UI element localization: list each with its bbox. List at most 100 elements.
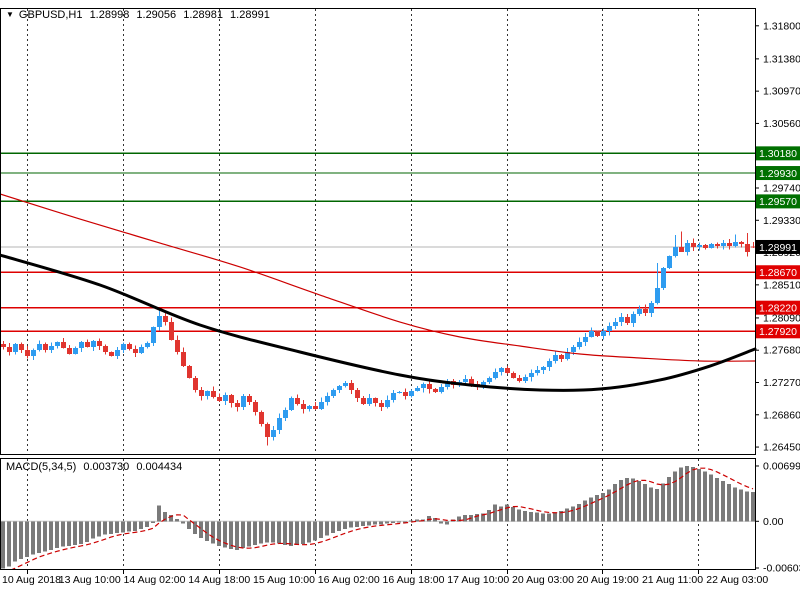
ohlc-open: 1.28998: [89, 9, 130, 21]
main-panel-frame: [0, 8, 756, 455]
candle-body: [133, 348, 138, 353]
macd-histogram-bar: [361, 521, 365, 527]
support-price-badge-bg: [756, 300, 800, 315]
time-tick-label: 10 Aug 2018: [2, 574, 61, 586]
candle-body: [145, 342, 150, 347]
candle-body: [211, 390, 216, 397]
price-levels: [0, 152, 755, 332]
macd-histogram-bar: [331, 521, 335, 534]
time-tick-label: 20 Aug 03:00: [512, 574, 574, 586]
macd-histogram-bar: [529, 511, 533, 522]
candle-body: [439, 386, 444, 393]
candle-body: [265, 423, 270, 437]
candle-body: [643, 309, 648, 314]
candle-body: [697, 244, 702, 247]
panel-frames: [0, 8, 756, 570]
macd-histogram-bar: [343, 521, 347, 530]
candle-body: [553, 355, 558, 361]
candle-body: [331, 389, 336, 397]
price-tick-label: 1.29740: [763, 183, 800, 195]
candle-body: [397, 392, 402, 394]
time-tick-label: 16 Aug 02:00: [318, 574, 380, 586]
candle-body: [1, 343, 6, 347]
symbol-dropdown-icon[interactable]: ▼: [6, 10, 14, 19]
macd-histogram-bar: [409, 520, 413, 522]
candle-body: [301, 403, 306, 410]
macd-histogram-bar: [211, 521, 215, 544]
bid-price-badge-bg: [756, 239, 800, 254]
candle-body: [97, 340, 102, 347]
macd-histogram-bar: [157, 505, 161, 522]
candle-body: [565, 352, 570, 360]
macd-histogram-bar: [565, 508, 569, 522]
candle-body: [235, 402, 240, 407]
candle-body: [589, 330, 594, 337]
ma-slow-black-line: [0, 253, 757, 392]
price-tick-label: 1.27680: [763, 345, 800, 357]
candle-body: [487, 378, 492, 383]
macd-histogram-bar: [595, 495, 599, 522]
macd-histogram-bar: [73, 521, 77, 546]
candle-body: [673, 246, 678, 257]
candle-body: [469, 379, 474, 384]
macd-histogram-bar: [391, 521, 395, 523]
candle-body: [283, 409, 288, 418]
macd-histogram-bar: [625, 477, 629, 522]
macd-histogram-bar: [193, 521, 197, 534]
candle-body: [271, 429, 276, 437]
macd-histogram-bar: [463, 514, 467, 522]
macd-histogram-bar: [181, 521, 185, 524]
candle-body: [619, 316, 624, 323]
macd-histogram-bar: [115, 521, 119, 534]
price-tick-label: 1.28510: [763, 279, 800, 291]
macd-panel-frame: [0, 458, 756, 570]
candle-body: [295, 398, 300, 404]
macd-histogram-bar: [49, 521, 53, 550]
candle-body: [577, 342, 582, 347]
candle-body: [139, 346, 144, 353]
candle-body: [523, 376, 528, 381]
macd-indicator-label: MACD(5,34,5): [6, 461, 77, 473]
symbol-label: GBPUSD,H1: [18, 9, 83, 21]
macd-histogram-bar: [145, 521, 149, 527]
macd-histogram-bar: [379, 521, 383, 525]
candle-body: [541, 366, 546, 370]
candle-body: [415, 388, 420, 391]
price-tick-label: 1.30970: [763, 86, 800, 98]
time-tick-label: 15 Aug 10:00: [253, 574, 315, 586]
macd-panel[interactable]: [0, 465, 755, 573]
macd-histogram-bar: [139, 521, 143, 530]
candle-body: [679, 246, 684, 253]
candle-body: [79, 342, 84, 348]
candle-body: [649, 302, 654, 314]
macd-histogram-bar: [661, 483, 665, 522]
macd-histogram-bar: [31, 521, 35, 555]
candle-body: [49, 346, 54, 350]
time-tick-label: 14 Aug 02:00: [124, 574, 186, 586]
candle-body: [727, 243, 732, 246]
candle-body: [7, 346, 12, 353]
macd-histogram-bar: [403, 521, 407, 523]
support-price-badge-label: 1.28670: [759, 267, 797, 279]
macd-histogram-bar: [697, 469, 701, 522]
macd-histogram-bar: [673, 471, 677, 522]
candle-body: [289, 398, 294, 410]
candle-body: [121, 343, 126, 350]
time-tick-label: 22 Aug 03:00: [706, 574, 768, 586]
macd-histogram-bar: [685, 465, 689, 522]
macd-histogram-bar: [79, 521, 83, 545]
macd-histogram-bar: [739, 489, 743, 522]
price-axis[interactable]: 1.318001.313801.309701.305601.301501.297…: [755, 20, 800, 575]
candle-body: [115, 349, 120, 356]
price-tick-label: 1.30560: [763, 118, 800, 130]
macd-histogram-bar: [649, 487, 653, 522]
macd-histogram-bar: [589, 497, 593, 522]
macd-histogram-bar: [247, 521, 251, 547]
macd-histogram-bar: [553, 512, 557, 522]
macd-histogram-bar: [241, 521, 245, 549]
macd-histogram-bar: [7, 521, 11, 567]
candle-body: [379, 402, 384, 407]
macd-histogram-bar: [715, 477, 719, 522]
